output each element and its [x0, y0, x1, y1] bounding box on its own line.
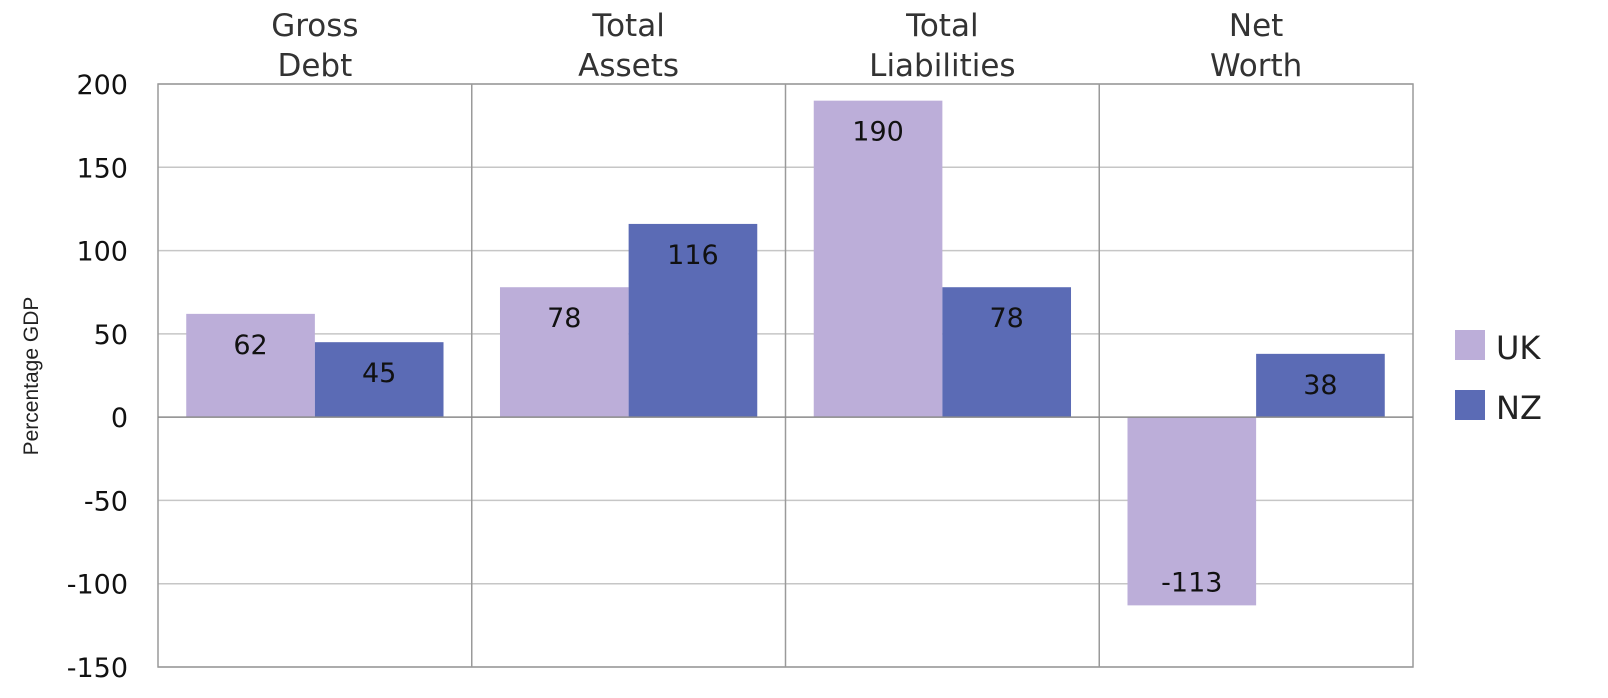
- bars: [186, 100, 1385, 606]
- bar-nz: [314, 342, 444, 418]
- category-label: Net Worth: [1210, 8, 1302, 84]
- y-tick-label: -150: [67, 653, 128, 684]
- data-label: -113: [1161, 567, 1222, 598]
- bar-nz: [942, 287, 1072, 418]
- bar-nz: [1256, 353, 1385, 418]
- category-labels: Gross Debt Total Assets Total Liabilities Net W…: [271, 8, 1302, 84]
- legend: UK NZ: [1455, 329, 1542, 427]
- category-label: Total Assets: [578, 8, 679, 84]
- grid-lines: [157, 83, 1414, 668]
- y-axis-title: Percentage GDP: [20, 297, 43, 456]
- data-label: 78: [547, 303, 581, 334]
- data-label: 62: [233, 330, 267, 361]
- data-label: 78: [990, 303, 1024, 334]
- bar-uk: [499, 287, 629, 418]
- y-tick-label: -100: [67, 570, 128, 601]
- data-label: 190: [852, 117, 904, 148]
- data-labels: 62 78 190 -113 45 116 78 38: [233, 117, 1337, 599]
- bar-uk: [813, 100, 943, 418]
- y-tick-label: 0: [111, 403, 128, 434]
- y-axis-tick-labels: 200 150 100 50 0 -50 -100 -150: [67, 70, 128, 684]
- category-label: Total Liabilities: [869, 8, 1015, 84]
- y-tick-label: 50: [94, 320, 128, 351]
- y-tick-label: 150: [76, 153, 128, 184]
- data-label: 45: [362, 358, 396, 389]
- category-label: Gross Debt: [271, 8, 358, 84]
- y-tick-label: 100: [76, 237, 128, 268]
- legend-swatch-nz: [1455, 390, 1485, 420]
- bar-uk: [1127, 417, 1257, 606]
- legend-label-uk: UK: [1496, 329, 1541, 367]
- data-label: 38: [1303, 370, 1337, 401]
- y-tick-label: -50: [84, 486, 128, 517]
- legend-swatch-uk: [1455, 330, 1485, 360]
- data-label: 116: [667, 240, 719, 271]
- bar-nz: [628, 223, 758, 418]
- legend-label-nz: NZ: [1496, 389, 1542, 427]
- y-tick-label: 200: [76, 70, 128, 101]
- bar-uk: [186, 313, 315, 418]
